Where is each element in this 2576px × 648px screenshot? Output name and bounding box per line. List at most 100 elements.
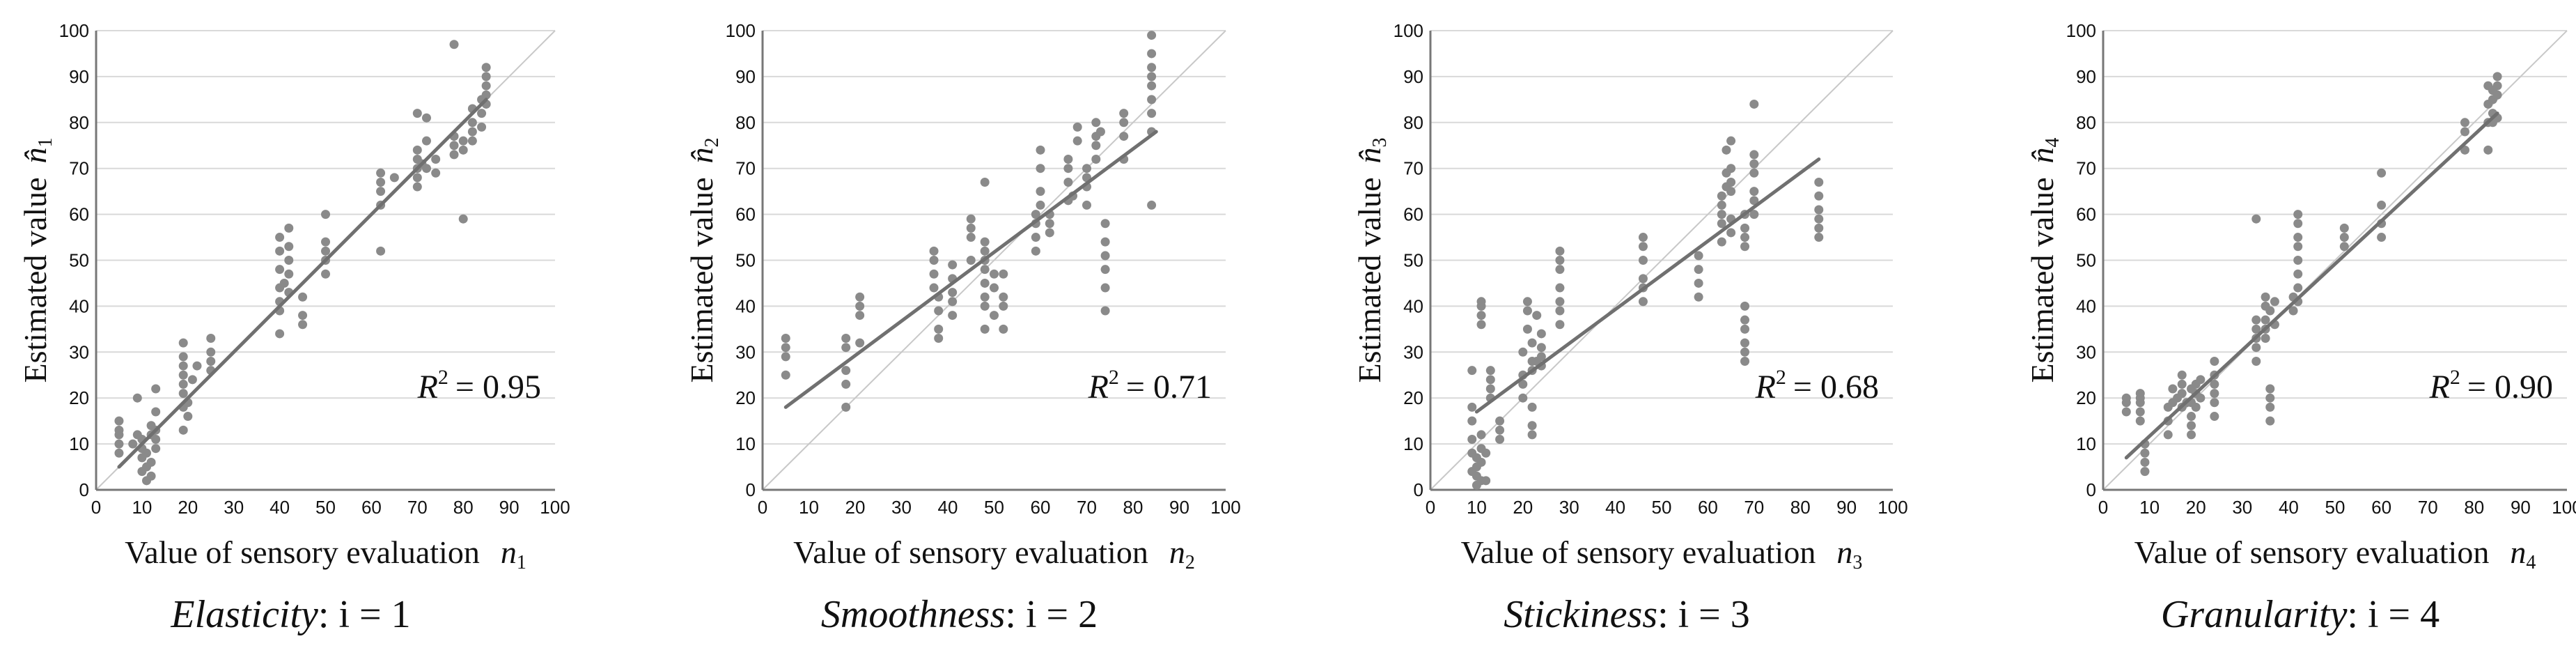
data-point bbox=[1726, 136, 1736, 146]
x-tick-label: 90 bbox=[2511, 497, 2531, 518]
r-squared-symbol: R bbox=[1755, 369, 1776, 406]
data-point bbox=[2210, 356, 2219, 366]
data-point bbox=[1072, 122, 1082, 132]
data-point bbox=[1147, 81, 1157, 91]
data-point bbox=[1638, 256, 1648, 265]
data-point bbox=[1638, 297, 1648, 307]
y-tick-label: 50 bbox=[69, 250, 89, 271]
data-point bbox=[275, 265, 285, 275]
data-point bbox=[1522, 297, 1532, 307]
y-axis-label-text: Estimated value bbox=[2024, 177, 2060, 383]
x-tick-label: 70 bbox=[1744, 497, 1764, 518]
x-tick-label: 20 bbox=[845, 497, 866, 518]
data-point bbox=[431, 155, 441, 164]
r-squared-annotation: R2 = 0.95 bbox=[417, 366, 541, 406]
data-point bbox=[389, 173, 399, 183]
data-point bbox=[1740, 347, 1750, 357]
y-tick-label: 30 bbox=[735, 341, 756, 362]
data-point bbox=[2177, 389, 2187, 399]
regression-line bbox=[2124, 111, 2499, 460]
data-point bbox=[1555, 320, 1565, 330]
r-squared-exponent: 2 bbox=[1776, 366, 1786, 389]
x-axis-subscript: 4 bbox=[2526, 552, 2536, 573]
data-point bbox=[2140, 457, 2150, 467]
data-point bbox=[781, 334, 790, 344]
x-tick-label: 80 bbox=[1790, 497, 1811, 518]
data-point bbox=[1082, 164, 1091, 173]
x-tick-label: 90 bbox=[1836, 497, 1857, 518]
data-point bbox=[178, 361, 188, 371]
y-tick-label: 50 bbox=[2076, 250, 2096, 271]
data-point bbox=[114, 439, 124, 449]
data-point bbox=[1518, 347, 1528, 357]
x-tick-label: 60 bbox=[361, 497, 382, 518]
data-point bbox=[1555, 283, 1565, 293]
data-point bbox=[781, 370, 790, 380]
data-point bbox=[1147, 31, 1157, 40]
x-tick-label: 80 bbox=[453, 497, 474, 518]
data-point bbox=[1147, 109, 1157, 118]
data-point bbox=[2177, 379, 2187, 389]
y-tick-label: 0 bbox=[2086, 479, 2096, 500]
x-tick-label: 50 bbox=[2325, 497, 2345, 518]
y-tick-label: 100 bbox=[1394, 20, 1423, 41]
data-point bbox=[1036, 145, 1045, 155]
data-point bbox=[1518, 379, 1528, 389]
y-tick-label: 30 bbox=[69, 341, 89, 362]
caption-attribute: Stickiness bbox=[1504, 593, 1657, 636]
caption-index: i = 1 bbox=[338, 593, 410, 636]
y-axis-subscript: 4 bbox=[2042, 137, 2063, 147]
y-axis-label: Estimated value n̂1 bbox=[17, 137, 56, 383]
y-tick-label: 0 bbox=[79, 479, 89, 500]
data-point bbox=[1527, 430, 1537, 440]
panel-caption: Granularity: i = 4 bbox=[2161, 593, 2440, 636]
data-point bbox=[449, 141, 459, 151]
data-point bbox=[948, 260, 958, 270]
x-axis-subscript: 3 bbox=[1852, 552, 1862, 573]
data-point bbox=[841, 402, 851, 412]
data-point bbox=[431, 168, 441, 178]
r-squared-exponent: 2 bbox=[1109, 366, 1119, 389]
data-point bbox=[980, 265, 990, 275]
data-point bbox=[1045, 228, 1054, 238]
data-point bbox=[1814, 191, 1824, 201]
x-tick-label: 80 bbox=[2464, 497, 2484, 518]
data-point bbox=[1495, 435, 1505, 445]
data-point bbox=[2191, 402, 2201, 412]
r-squared-exponent: 2 bbox=[2450, 366, 2460, 389]
y-tick-label: 0 bbox=[1414, 479, 1423, 500]
x-tick-label: 40 bbox=[2279, 497, 2299, 518]
data-point bbox=[1717, 219, 1726, 229]
data-point bbox=[2187, 430, 2196, 440]
y-tick-label: 80 bbox=[69, 112, 89, 133]
x-tick-label: 0 bbox=[2098, 497, 2108, 518]
data-point bbox=[467, 136, 477, 146]
data-point bbox=[449, 150, 459, 160]
y-tick-label: 100 bbox=[2066, 20, 2096, 41]
data-point bbox=[151, 444, 161, 454]
x-tick-label: 100 bbox=[540, 497, 570, 518]
data-point bbox=[1476, 457, 1486, 467]
x-axis-label: Value of sensory evaluation n3 bbox=[1461, 534, 1863, 573]
y-tick-label: 80 bbox=[735, 112, 756, 133]
data-point bbox=[1147, 200, 1157, 210]
data-point bbox=[449, 40, 459, 49]
y-axis-subscript: 1 bbox=[35, 137, 56, 147]
r-squared-symbol: R bbox=[1088, 369, 1109, 406]
r-squared-annotation: R2 = 0.71 bbox=[1088, 366, 1212, 406]
data-point bbox=[1717, 191, 1726, 201]
data-point bbox=[412, 145, 422, 155]
data-point bbox=[2210, 389, 2219, 399]
data-point bbox=[132, 393, 142, 403]
regression-line bbox=[783, 130, 1158, 409]
data-point bbox=[1555, 256, 1565, 265]
data-point bbox=[841, 379, 851, 389]
data-point bbox=[467, 127, 477, 137]
x-tick-label: 20 bbox=[1513, 497, 1533, 518]
x-tick-label: 40 bbox=[938, 497, 958, 518]
data-point bbox=[284, 256, 294, 265]
data-point bbox=[1467, 402, 1477, 412]
y-tick-label: 70 bbox=[69, 158, 89, 179]
y-tick-label: 40 bbox=[1403, 295, 1423, 316]
data-point bbox=[1726, 228, 1736, 238]
